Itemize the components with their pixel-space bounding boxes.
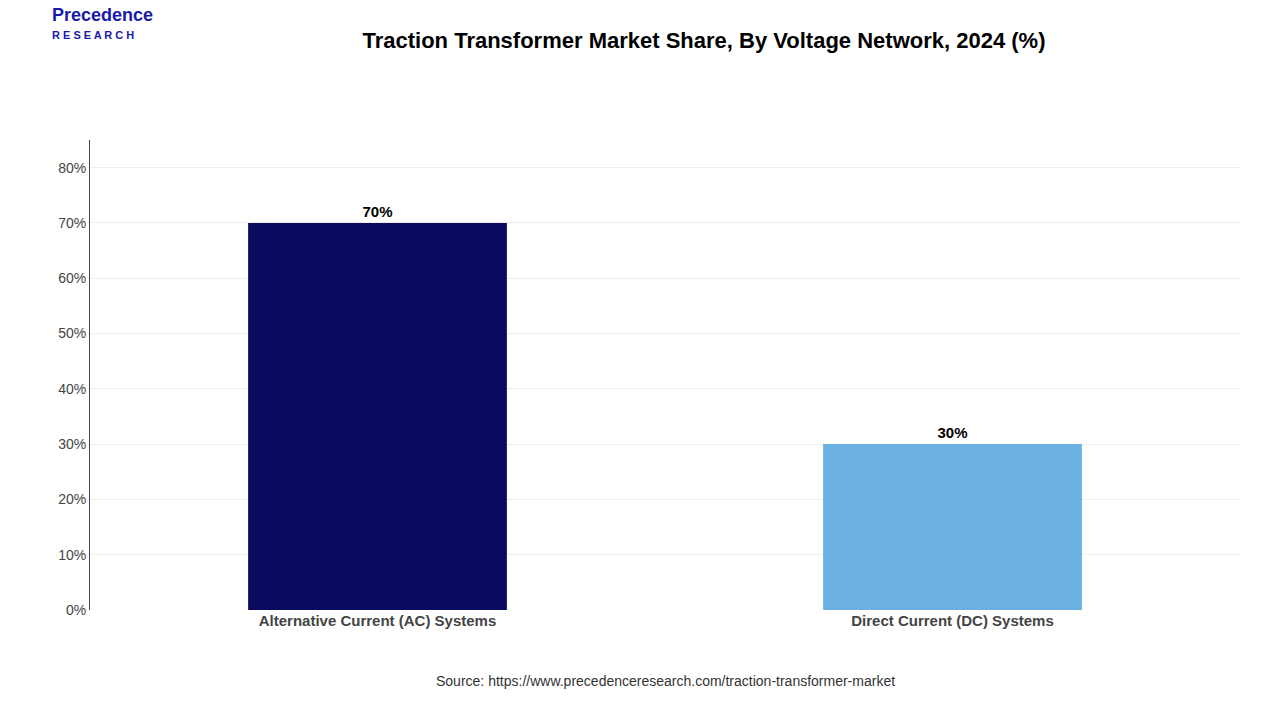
svg-text:Traction Transformer Market Sh: Traction Transformer Market Share, By Vo… (362, 28, 1045, 53)
svg-text:40%: 40% (58, 381, 86, 397)
svg-text:60%: 60% (58, 270, 86, 286)
svg-text:Source: https://www.precedence: Source: https://www.precedenceresearch.c… (436, 673, 895, 689)
svg-text:10%: 10% (58, 547, 86, 563)
svg-text:30%: 30% (58, 436, 86, 452)
svg-text:30%: 30% (937, 424, 967, 441)
svg-text:70%: 70% (58, 215, 86, 231)
svg-text:20%: 20% (58, 491, 86, 507)
svg-text:Alternative Current (AC) Syste: Alternative Current (AC) Systems (259, 612, 497, 629)
svg-text:50%: 50% (58, 325, 86, 341)
svg-text:0%: 0% (66, 602, 86, 618)
svg-text:Direct Current (DC) Systems: Direct Current (DC) Systems (851, 612, 1054, 629)
svg-text:R E S E A R C H: R E S E A R C H (52, 29, 134, 41)
svg-text:80%: 80% (58, 160, 86, 176)
svg-text:Precedence: Precedence (52, 5, 153, 25)
svg-text:70%: 70% (362, 203, 392, 220)
